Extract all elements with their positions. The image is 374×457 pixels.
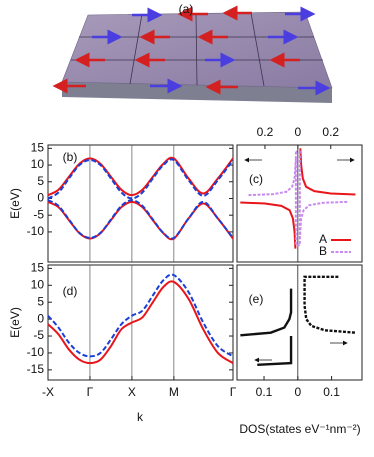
- curve: [47, 200, 234, 241]
- curve: [240, 148, 356, 249]
- panel-label: (d): [63, 284, 78, 298]
- grid-line: [195, 12, 198, 86]
- curve: [47, 156, 234, 197]
- plot-frame: [236, 144, 363, 263]
- y-axis-label: E(eV): [8, 307, 22, 338]
- panel: 0.2 0 0.2 (c) AB: [236, 125, 363, 263]
- curve: [47, 280, 234, 365]
- panel-label: (a): [179, 2, 194, 16]
- y-tick-label: 5: [37, 174, 44, 188]
- x-tick-label: 0: [295, 125, 302, 139]
- x-tick-label: X: [128, 385, 136, 399]
- panel-label: (c): [249, 172, 263, 186]
- y-tick-label: 10: [31, 277, 45, 291]
- x-tick-label: 0.2: [257, 125, 274, 139]
- lattice-illustration: (a): [52, 2, 333, 103]
- x-tick-label: 0.2: [322, 125, 339, 139]
- slab-front: [62, 82, 332, 103]
- curve: [47, 158, 234, 200]
- plot-frame: [47, 144, 234, 263]
- y-tick-label: 15: [31, 261, 45, 275]
- legend-label: B: [319, 244, 327, 258]
- y-tick-label: -10: [27, 345, 45, 359]
- curve: [303, 275, 356, 334]
- curve: [47, 273, 234, 358]
- grid-line: [250, 12, 265, 87]
- direction-arrows: [244, 157, 355, 363]
- y-tick-label: -15: [27, 362, 45, 376]
- plot-frame: [236, 264, 363, 381]
- x-axis-label: k: [137, 410, 144, 424]
- x-tick-label: 0.1: [323, 385, 340, 399]
- y-tick-label: -5: [33, 207, 44, 221]
- spin-arrows: [52, 5, 331, 96]
- y-tick-label: 5: [37, 294, 44, 308]
- y-tick-label: -10: [27, 224, 45, 238]
- curve: [47, 199, 234, 240]
- x-tick-label: M: [169, 385, 179, 399]
- x-axis-label: DOS(states eV⁻¹nm⁻²): [239, 422, 360, 436]
- panel: -15 -10 -5 0 5 10 15 -X Γ X M Γ E(eV) k (d): [8, 261, 237, 425]
- y-tick-label: 10: [31, 157, 45, 171]
- y-axis-label: E(eV): [8, 188, 22, 219]
- grid-line: [129, 13, 143, 85]
- panel-label: (e): [249, 292, 264, 306]
- plot-frame: [47, 264, 234, 381]
- legend-label: A: [319, 232, 327, 246]
- x-tick-label: Γ: [87, 385, 94, 399]
- panel: 0.1 0 0.1 DOS(states eV⁻¹nm⁻²) (e): [236, 264, 363, 436]
- curve: [240, 288, 293, 366]
- panel-label: (b): [63, 150, 78, 164]
- y-tick-label: 15: [31, 141, 45, 155]
- x-tick-label: Γ: [230, 385, 237, 399]
- curve: [248, 150, 348, 247]
- x-tick-label: -X: [42, 385, 54, 399]
- x-tick-label: 0: [294, 385, 301, 399]
- x-tick-label: 0.1: [256, 385, 273, 399]
- panel: -10 -5 0 5 10 15 E(eV) (b): [8, 141, 234, 263]
- y-tick-label: 0: [37, 191, 44, 205]
- y-tick-label: 0: [37, 311, 44, 325]
- y-tick-label: -5: [33, 328, 44, 342]
